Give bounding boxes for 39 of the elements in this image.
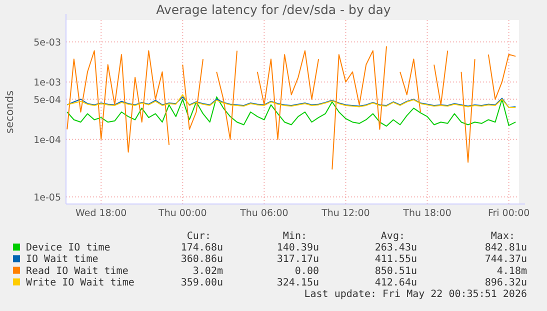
y-tick-label: 1e-04 [34,134,61,146]
x-tick-label: Thu 06:00 [239,208,288,219]
x-tick-label: Thu 18:00 [402,208,452,219]
y-tick-label: 1e-05 [34,192,61,204]
text: 896.32u [484,277,527,288]
text: Last update: Fri May 22 00:35:51 2026 [304,289,527,300]
text: 850.51u [374,266,417,277]
text: 360.86u [180,254,223,266]
legend-label: Write IO Wait time [26,277,134,288]
text: 359.00u [180,277,223,288]
text: 0.00 [294,266,319,277]
text: 842.81u [484,242,527,254]
y-tick-label: 5e-04 [34,94,61,106]
line-series [66,96,516,127]
text: 140.39u [276,242,319,254]
text: 412.64u [374,277,417,288]
text: Max: [490,231,515,242]
text: 324.15u [276,277,319,288]
y-tick-label: 5e-03 [34,37,61,48]
x-tick-label: Thu 12:00 [320,208,370,219]
legend-label: Read IO Wait time [26,266,128,277]
text: 4.18m [496,266,527,277]
text: 174.68u [180,242,223,254]
text: 317.17u [276,254,319,266]
legend-label: Device IO time [26,242,110,254]
x-tick-label: Fri 00:00 [488,208,530,219]
text: 3.02m [192,266,223,277]
text: Min: [282,231,307,242]
text: Cur: [186,231,211,242]
x-tick-label: Wed 18:00 [76,208,127,219]
y-axis-title: seconds [4,90,16,134]
x-tick-label: Thu 00:00 [158,208,207,219]
y-tick-label: 1e-03 [34,77,61,88]
legend-label: IO Wait time [26,254,98,266]
chart-title: Average latency for /dev/sda - by day [156,2,392,17]
text: Avg: [380,231,405,242]
text: 411.55u [374,254,417,266]
text: 263.43u [374,242,417,254]
text: 744.37u [484,254,527,266]
